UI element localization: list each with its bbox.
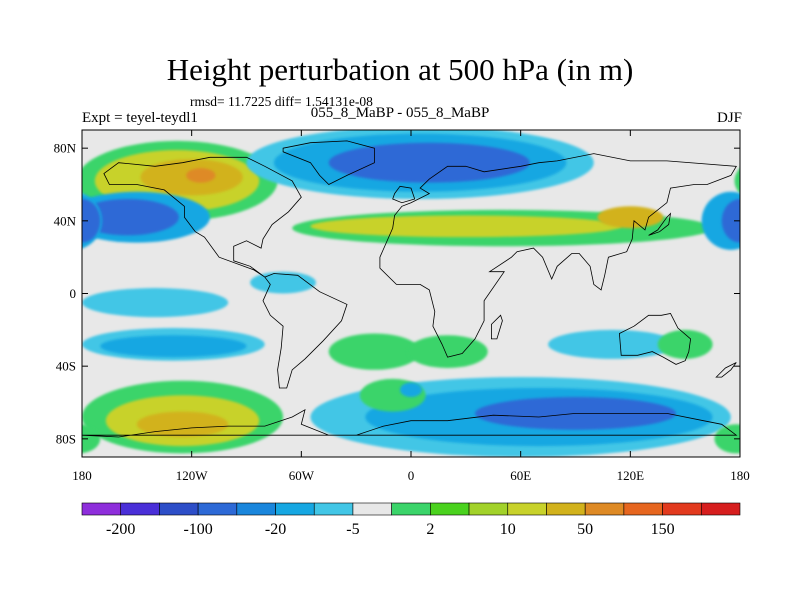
contour-fill-layer — [82, 130, 740, 457]
colorbar-label: -200 — [106, 521, 135, 538]
coastline-madagascar — [490, 314, 503, 340]
colorbar-label: 2 — [426, 521, 434, 538]
map-axes: 80N 40N 0 40S 80S 180 120W 60W 0 60E 120E 180 — [54, 130, 750, 483]
coastline-greenland — [282, 140, 375, 185]
colorbar-swatch — [197, 502, 238, 516]
colorbar-label: 150 — [651, 521, 675, 538]
coastline-north-america — [103, 156, 302, 278]
lon-tick-label: 180 — [72, 468, 92, 483]
lon-tick-label: 60W — [289, 468, 315, 483]
contour-region-tropic-cyan — [82, 288, 229, 318]
figure-title: Height perturbation at 500 hPa (in m) — [166, 52, 634, 87]
colorbar-label: 50 — [577, 521, 593, 538]
lat-tick-label: 40S — [56, 359, 76, 374]
colorbar-label: 10 — [500, 521, 516, 538]
contour-region-sh-cyan-east — [548, 329, 677, 359]
coastline-layer — [82, 140, 738, 438]
coastline-south-america — [262, 273, 348, 389]
colorbar-swatch — [391, 502, 431, 516]
colorbar-swatch — [275, 502, 315, 516]
lat-tick-label: 40N — [54, 213, 77, 228]
contour-region-ne-pacific-dark — [721, 199, 740, 243]
contour-region-antarctic-green-wrap — [82, 424, 101, 454]
lon-tick-label: 0 — [408, 468, 415, 483]
lat-tick-label: 80N — [54, 141, 77, 156]
contour-region-arctic-trough-dark — [328, 142, 530, 183]
colorbar-swatch — [546, 502, 586, 516]
colorbar-swatch — [700, 502, 741, 516]
colorbar-swatch — [468, 502, 509, 516]
contour-region-midlat-band-yellow — [310, 215, 622, 238]
contour-region-np-ridge-green-wrap — [734, 167, 740, 194]
colorbar-swatch — [507, 502, 547, 516]
contour-region-midlat-band-gold — [597, 206, 664, 229]
contour-region-sh-green-east — [657, 329, 713, 359]
coastline-japan — [648, 212, 672, 236]
coastline-british-isles — [392, 185, 416, 204]
coastline-new-zealand — [715, 362, 737, 378]
contour-region-sh-sub-blue — [100, 335, 247, 358]
colorbar-swatch — [662, 502, 702, 516]
lon-tick-label: 180 — [730, 468, 750, 483]
contour-region-sh-green-2 — [407, 335, 488, 368]
colorbar-label: -100 — [183, 521, 212, 538]
contour-region-nw-trough-dark — [82, 199, 179, 236]
colorbar: -200 -100 -20 -5 2 10 50 150 — [81, 502, 741, 538]
colorbar-swatch — [120, 502, 160, 516]
coastline-eurasia-africa — [379, 153, 737, 358]
contour-region-antarctic-green — [714, 424, 740, 454]
lon-tick-label: 120E — [617, 468, 645, 483]
contour-region-nw-trough-dark-wrap — [734, 209, 740, 226]
coastline-antarctica — [82, 408, 738, 438]
colorbar-swatch — [81, 502, 122, 516]
colorbar-swatch — [584, 502, 625, 516]
contour-region-south-pacific-gold — [136, 411, 229, 438]
lon-tick-label: 120W — [176, 468, 209, 483]
experiment-label: Expt = teyel-teydl1 — [82, 110, 198, 126]
contour-region-south-atl-blue — [400, 382, 422, 398]
colorbar-swatch — [352, 502, 392, 516]
coastline-australia — [618, 313, 692, 365]
colorbar-swatch — [430, 502, 470, 516]
colorbar-swatch — [159, 502, 199, 516]
colorbar-swatch — [313, 502, 354, 516]
lon-tick-label: 60E — [510, 468, 531, 483]
rmsd-stats: rmsd= 11.7225 diff= 1.54131e-08 — [190, 94, 373, 109]
colorbar-swatch — [623, 502, 663, 516]
contour-region-sh-green-1 — [328, 333, 421, 370]
colorbar-label: -20 — [265, 521, 286, 538]
season-label: DJF — [716, 110, 742, 126]
colorbar-label: -5 — [346, 521, 359, 538]
experiment-pair-label: 055_8_MaBP - 055_8_MaBP — [310, 105, 490, 121]
contour-region-tropic-cyan-2 — [250, 271, 316, 294]
lat-tick-label: 0 — [70, 286, 77, 301]
lat-tick-label: 80S — [56, 431, 76, 446]
contour-region-np-ridge-orange — [186, 168, 216, 183]
contour-region-ne-pacific-dark-wrap — [82, 199, 101, 243]
colorbar-swatch — [236, 502, 276, 516]
